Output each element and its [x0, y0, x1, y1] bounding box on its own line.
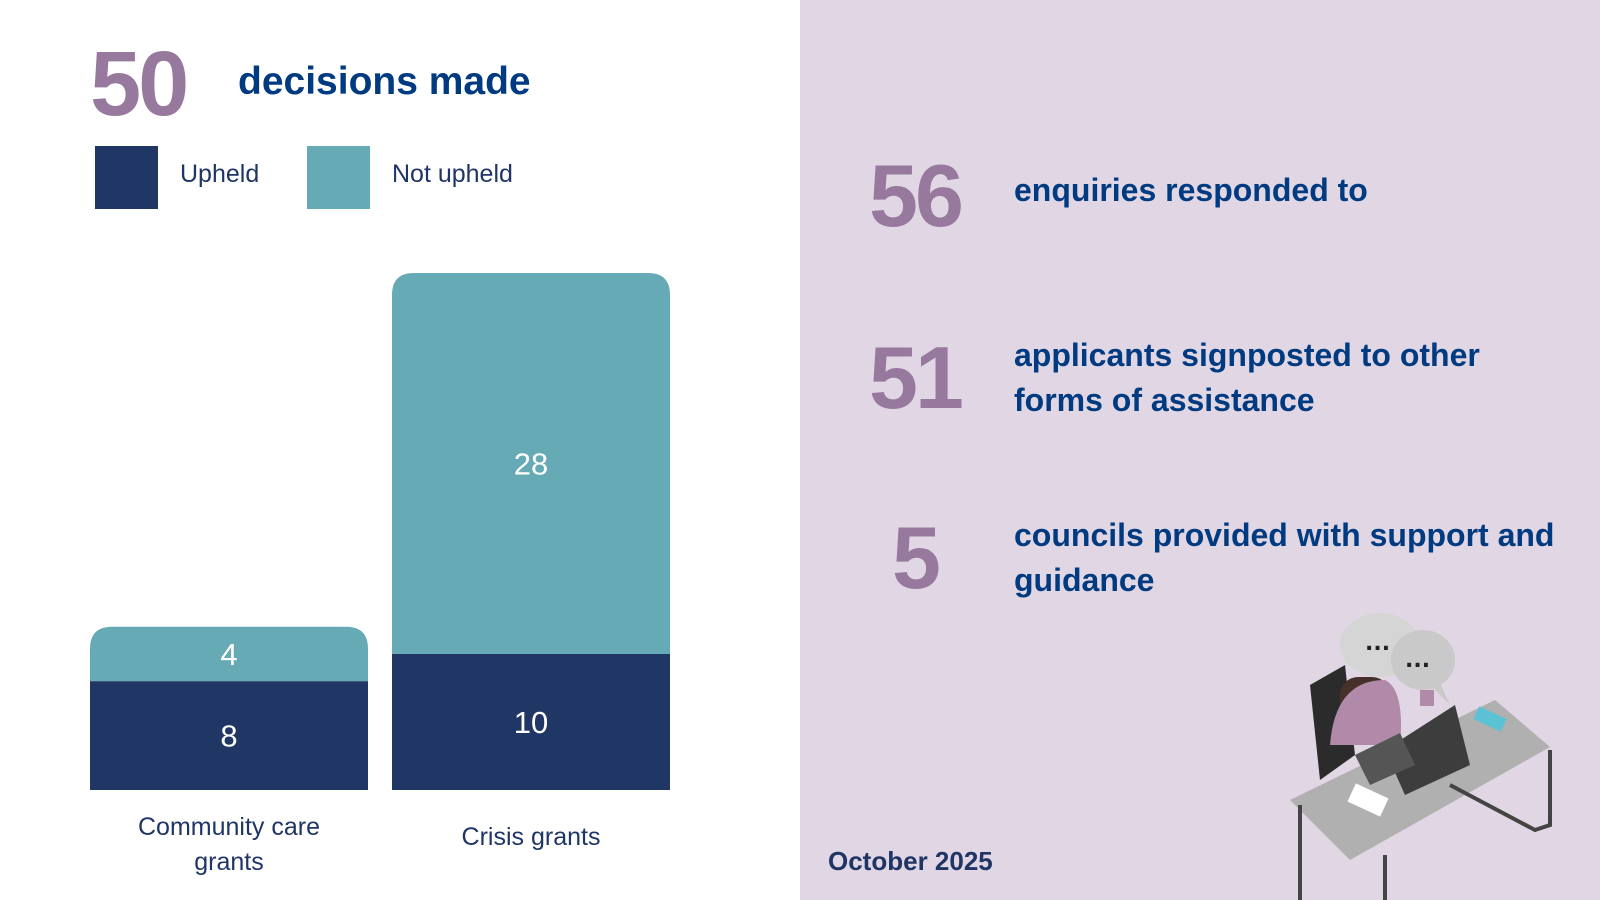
- stat-text-enquiries: enquiries responded to: [1014, 172, 1368, 208]
- stat-text-signposted: applicants signposted to other forms of …: [1014, 337, 1480, 418]
- bar-value-label: 10: [514, 705, 548, 740]
- legend-label-not-upheld: Not upheld: [392, 160, 513, 188]
- report-date: October 2025: [828, 846, 993, 876]
- tablet-icon: [1473, 706, 1507, 732]
- bar-value-label: 8: [220, 719, 237, 754]
- bar-value-label: 28: [514, 446, 548, 481]
- legend-swatch-upheld: [95, 146, 158, 209]
- category-label-line: grants: [194, 848, 264, 876]
- notepad-icon: [1347, 783, 1389, 817]
- bar-upheld: [392, 653, 670, 790]
- legend-swatch-not-upheld: [307, 146, 370, 209]
- office-worker-illustration: ... ...: [1290, 613, 1552, 900]
- bar-upheld: [90, 681, 368, 790]
- stat-number-councils: 5: [892, 508, 941, 607]
- stacked-bar-chart: 8 4 10 28: [90, 273, 670, 790]
- laptop-icon: [1385, 705, 1470, 795]
- stat-number-signposted: 51: [869, 328, 964, 427]
- legend-label-upheld: Upheld: [180, 160, 260, 188]
- bar-value-label: 4: [220, 637, 237, 672]
- mug-icon: [1420, 690, 1434, 706]
- speech-bubble-text: ...: [1405, 648, 1430, 673]
- category-label-crisis: Crisis grants: [392, 820, 670, 855]
- bar-not-upheld: [90, 626, 368, 682]
- category-label-community-care: Community care grants: [90, 810, 368, 880]
- category-label-line: Crisis grants: [461, 823, 601, 851]
- speech-bubble-text: ...: [1365, 631, 1390, 656]
- speech-bubble-icon: [1391, 630, 1455, 690]
- decisions-heading: decisions made: [238, 60, 531, 103]
- stat-number-enquiries: 56: [869, 146, 964, 245]
- bar-not-upheld: [392, 273, 670, 654]
- category-label-line: Community care: [138, 813, 320, 841]
- decisions-total: 50: [90, 33, 189, 135]
- stat-text-councils: councils provided with support and guida…: [1014, 517, 1555, 598]
